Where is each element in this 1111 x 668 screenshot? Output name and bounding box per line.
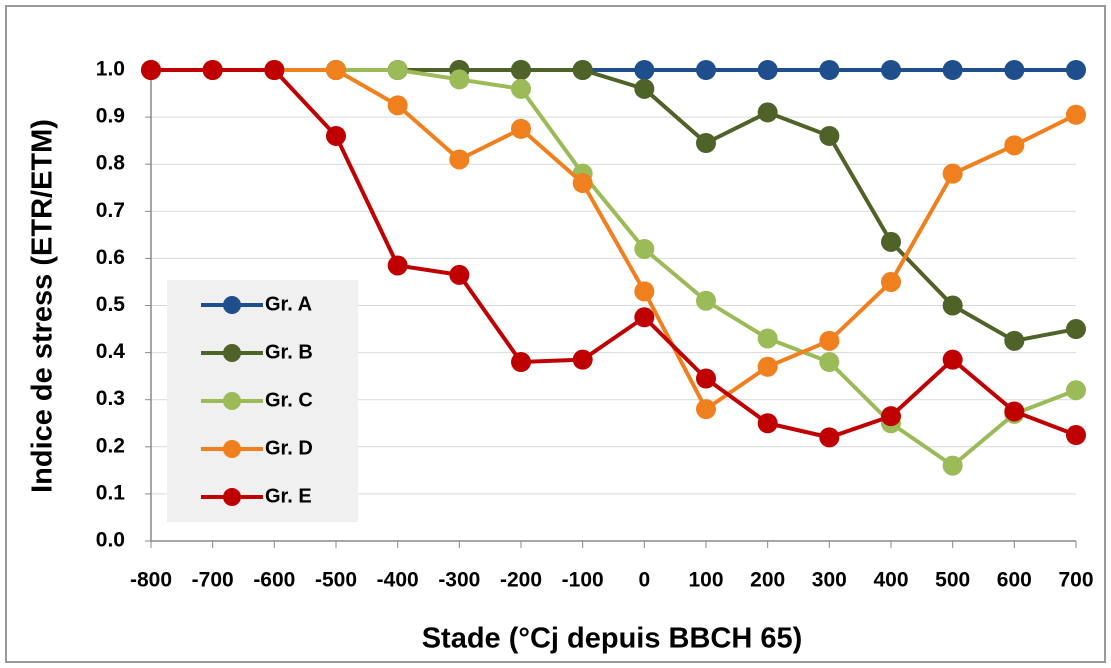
data-point bbox=[696, 399, 716, 420]
data-point bbox=[264, 60, 285, 80]
data-point bbox=[881, 231, 901, 252]
data-point bbox=[819, 330, 840, 351]
data-point bbox=[819, 60, 840, 80]
y-tick-label: 0.0 bbox=[96, 529, 125, 552]
y-tick-label: 0.7 bbox=[96, 199, 125, 222]
data-point bbox=[942, 455, 963, 476]
legend-marker bbox=[223, 344, 241, 362]
data-point bbox=[634, 238, 655, 259]
x-tick-label: 100 bbox=[688, 569, 723, 592]
data-point bbox=[1066, 425, 1086, 446]
data-point bbox=[696, 60, 716, 80]
legend-marker bbox=[223, 488, 241, 506]
data-point bbox=[1066, 319, 1086, 340]
data-point bbox=[1066, 104, 1086, 125]
data-point bbox=[449, 69, 470, 90]
data-point bbox=[757, 328, 778, 349]
data-point bbox=[511, 78, 531, 99]
data-point bbox=[942, 295, 963, 316]
y-tick-label: 0.9 bbox=[96, 105, 125, 128]
data-point bbox=[757, 60, 778, 80]
data-point bbox=[572, 173, 593, 194]
data-point bbox=[634, 78, 655, 99]
data-point bbox=[1066, 380, 1086, 401]
legend-marker bbox=[223, 392, 241, 410]
y-tick-label: 0.2 bbox=[96, 434, 125, 457]
series-line bbox=[151, 68, 1077, 440]
data-point bbox=[634, 307, 655, 328]
data-point bbox=[942, 60, 963, 80]
data-point bbox=[1004, 60, 1025, 80]
data-point bbox=[819, 125, 840, 146]
series-line bbox=[151, 68, 1077, 413]
data-point bbox=[202, 60, 223, 80]
x-tick-label: -500 bbox=[315, 569, 357, 592]
y-tick-label: 1.0 bbox=[96, 58, 125, 81]
y-axis-title: Indice de stress (ETR/ETM) bbox=[27, 119, 59, 493]
data-point bbox=[572, 349, 593, 370]
data-point bbox=[696, 290, 716, 311]
legend-marker bbox=[223, 440, 241, 458]
x-tick-label: 500 bbox=[935, 569, 970, 592]
data-point bbox=[572, 60, 593, 80]
data-point bbox=[449, 149, 470, 170]
x-tick-label: 300 bbox=[812, 569, 847, 592]
data-point bbox=[1004, 401, 1025, 422]
data-point bbox=[326, 60, 346, 80]
x-tick-label: -800 bbox=[130, 569, 172, 592]
data-point bbox=[757, 356, 778, 377]
data-point bbox=[757, 102, 778, 123]
data-point bbox=[1004, 135, 1025, 156]
data-point bbox=[634, 60, 655, 80]
data-point bbox=[942, 349, 963, 370]
data-point bbox=[511, 118, 531, 139]
legend-marker bbox=[223, 296, 241, 314]
y-tick-label: 0.3 bbox=[96, 387, 125, 410]
data-point bbox=[387, 60, 408, 80]
legend-label: Gr. B bbox=[265, 341, 313, 363]
x-tick-label: -400 bbox=[377, 569, 419, 592]
data-point bbox=[511, 60, 531, 80]
y-tick-label: 0.1 bbox=[96, 481, 126, 504]
x-tick-label: 400 bbox=[873, 569, 908, 592]
data-point bbox=[387, 255, 408, 276]
x-tick-label: -700 bbox=[192, 569, 234, 592]
x-tick-label: 0 bbox=[638, 569, 650, 592]
data-point bbox=[141, 60, 161, 80]
data-point bbox=[511, 352, 531, 373]
data-point bbox=[819, 427, 840, 448]
legend-label: Gr. C bbox=[265, 389, 313, 411]
x-tick-label: 600 bbox=[997, 569, 1032, 592]
data-point bbox=[881, 271, 901, 292]
x-tick-label: -300 bbox=[438, 569, 480, 592]
y-tick-label: 0.6 bbox=[96, 246, 125, 269]
y-tick-label: 0.8 bbox=[96, 152, 126, 175]
data-point bbox=[326, 125, 346, 146]
y-tick-label: 0.5 bbox=[96, 293, 126, 316]
x-tick-label: 200 bbox=[750, 569, 785, 592]
y-tick-label: 0.4 bbox=[96, 340, 126, 363]
data-point bbox=[449, 264, 470, 285]
x-axis-title: Stade (°Cj depuis BBCH 65) bbox=[422, 623, 803, 655]
data-point bbox=[634, 281, 655, 302]
legend-label: Gr. A bbox=[265, 293, 312, 315]
legend-label: Gr. E bbox=[265, 485, 312, 507]
data-point bbox=[1004, 330, 1025, 351]
data-point bbox=[819, 352, 840, 373]
data-point bbox=[881, 406, 901, 427]
data-point bbox=[1066, 60, 1086, 80]
x-tick-label: -600 bbox=[253, 569, 295, 592]
data-point bbox=[942, 163, 963, 184]
legend-label: Gr. D bbox=[265, 437, 313, 459]
x-tick-label: -100 bbox=[562, 569, 604, 592]
data-point bbox=[387, 95, 408, 116]
x-tick-label: 700 bbox=[1058, 569, 1093, 592]
data-point bbox=[696, 368, 716, 389]
data-point bbox=[757, 413, 778, 434]
x-tick-label: -200 bbox=[500, 569, 542, 592]
data-point bbox=[696, 133, 716, 154]
data-point bbox=[881, 60, 901, 80]
